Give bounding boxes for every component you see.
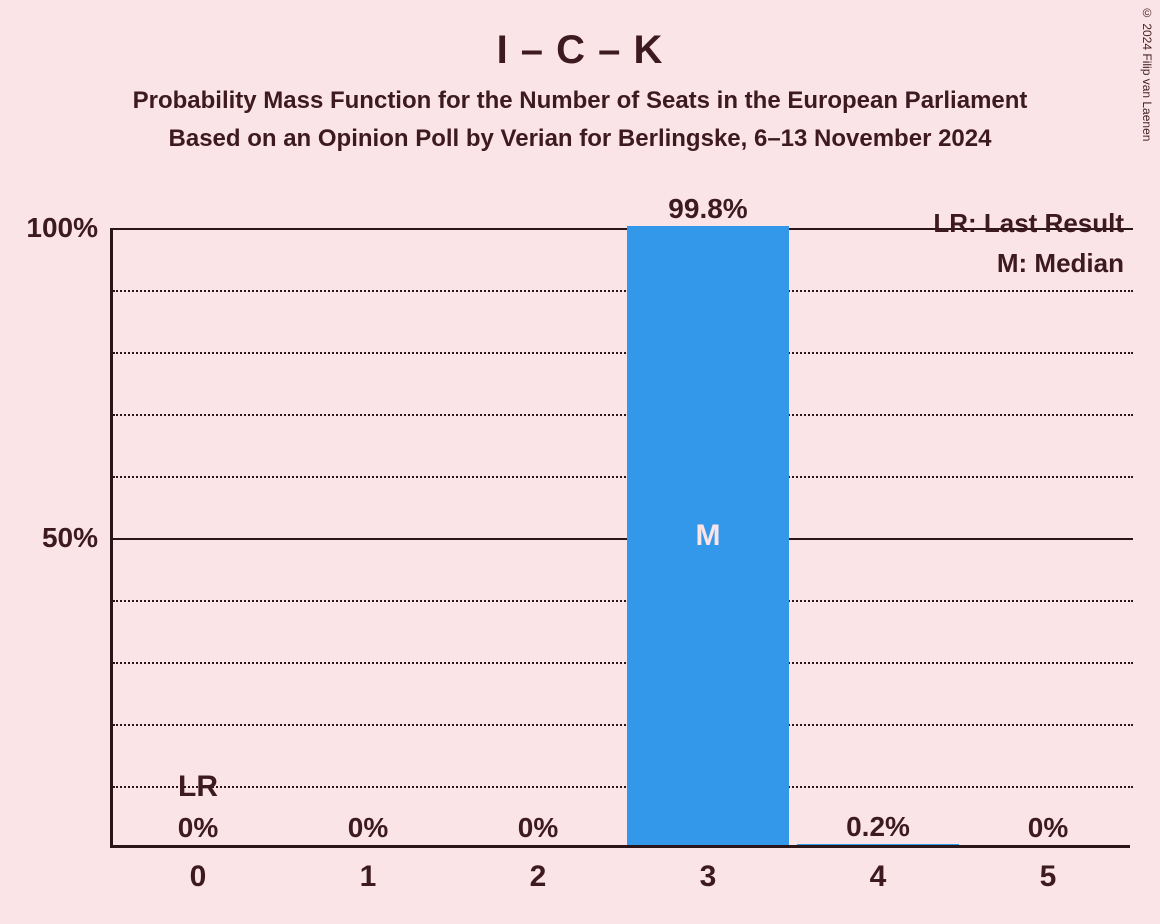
legend-m: M: Median	[997, 248, 1124, 279]
bar-chart: 50%100%00%LR10%20%3M99.8%40.2%50% LR: La…	[110, 228, 1130, 848]
x-axis-label: 2	[530, 860, 547, 894]
bar-value-label: 0.2%	[846, 811, 910, 843]
bar	[797, 844, 959, 845]
bar-value-label: 0%	[178, 812, 218, 844]
median-marker: M	[696, 519, 721, 553]
bar-value-label: 0%	[348, 812, 388, 844]
gridline-major	[113, 538, 1133, 540]
x-axis-label: 1	[360, 860, 377, 894]
plot-area: 50%100%00%LR10%20%3M99.8%40.2%50%	[110, 228, 1130, 848]
copyright-text: © 2024 Filip van Laenen	[1140, 6, 1154, 141]
bar-value-label: 0%	[518, 812, 558, 844]
gridline-minor	[113, 352, 1133, 354]
x-axis-label: 4	[870, 860, 887, 894]
y-axis-label: 50%	[42, 522, 98, 554]
chart-subtitle-2: Based on an Opinion Poll by Verian for B…	[0, 125, 1160, 153]
gridline-minor	[113, 786, 1133, 788]
y-axis-label: 100%	[26, 212, 98, 244]
title-block: I – C – K Probability Mass Function for …	[0, 0, 1160, 153]
gridline-minor	[113, 476, 1133, 478]
legend-lr: LR: Last Result	[933, 208, 1124, 239]
bar-value-label: 99.8%	[668, 193, 747, 225]
bar: M	[627, 226, 789, 845]
x-axis-label: 3	[700, 860, 717, 894]
gridline-minor	[113, 414, 1133, 416]
gridline-minor	[113, 662, 1133, 664]
gridline-minor	[113, 724, 1133, 726]
x-axis-label: 5	[1040, 860, 1057, 894]
gridline-minor	[113, 600, 1133, 602]
last-result-marker: LR	[178, 770, 218, 804]
chart-title: I – C – K	[0, 28, 1160, 73]
x-axis-label: 0	[190, 860, 207, 894]
gridline-minor	[113, 290, 1133, 292]
chart-subtitle-1: Probability Mass Function for the Number…	[0, 87, 1160, 115]
bar-value-label: 0%	[1028, 812, 1068, 844]
